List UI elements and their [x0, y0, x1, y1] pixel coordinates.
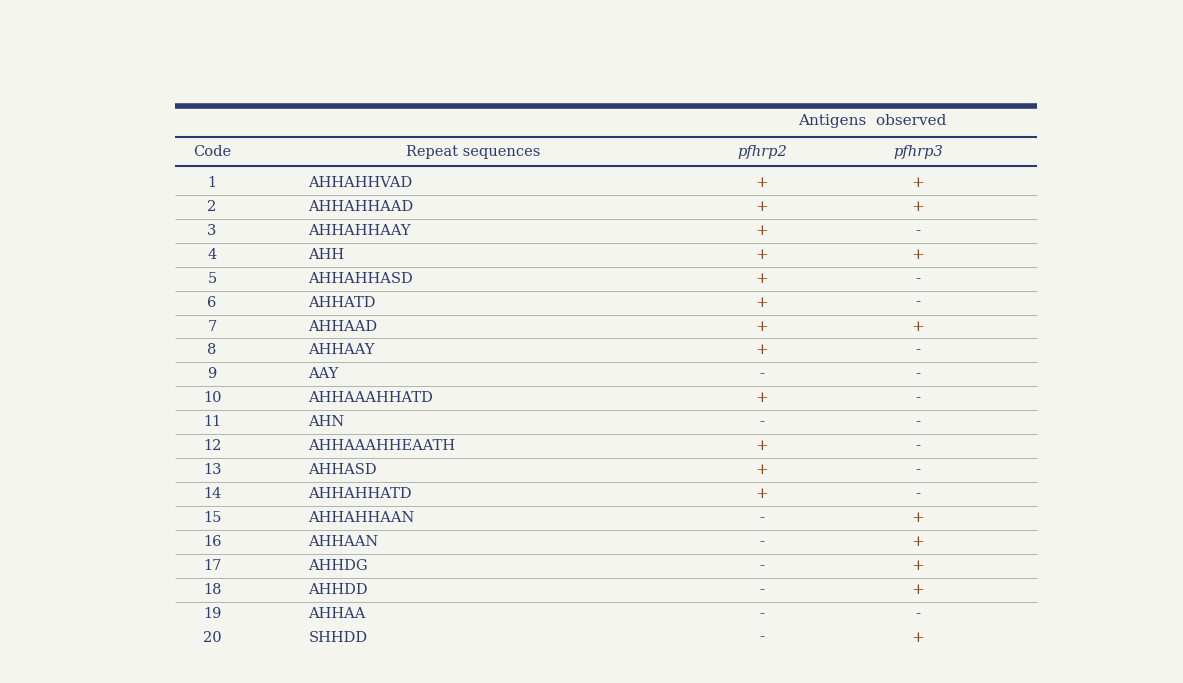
Text: +: + [756, 391, 769, 405]
Text: 3: 3 [207, 224, 216, 238]
Text: AHHAAAHHEAATH: AHHAAAHHEAATH [309, 439, 455, 453]
Text: +: + [756, 463, 769, 477]
Text: 10: 10 [202, 391, 221, 405]
Text: pfhrp2: pfhrp2 [737, 145, 787, 158]
Text: +: + [912, 320, 924, 333]
Text: AHHDD: AHHDD [309, 583, 368, 597]
Text: -: - [916, 367, 920, 381]
Text: 11: 11 [203, 415, 221, 429]
Text: +: + [756, 200, 769, 214]
Text: AHHAHHAAY: AHHAHHAAY [309, 224, 411, 238]
Text: 1: 1 [207, 176, 216, 190]
Text: Repeat sequences: Repeat sequences [406, 145, 541, 158]
Text: AHHAAY: AHHAAY [309, 344, 375, 357]
Text: AHHAHHVAD: AHHAHHVAD [309, 176, 413, 190]
Text: Antigens  observed: Antigens observed [799, 115, 946, 128]
Text: AHHAHHAAN: AHHAHHAAN [309, 511, 415, 525]
Text: AHHASD: AHHASD [309, 463, 377, 477]
Text: 6: 6 [207, 296, 216, 309]
Text: +: + [756, 487, 769, 501]
Text: AHHAAAHHATD: AHHAAAHHATD [309, 391, 433, 405]
Text: 7: 7 [207, 320, 216, 333]
Text: pfhrp3: pfhrp3 [893, 145, 943, 158]
Text: +: + [756, 272, 769, 285]
Text: 2: 2 [207, 200, 216, 214]
Text: SHHDD: SHHDD [309, 630, 368, 645]
Text: +: + [912, 583, 924, 597]
Text: -: - [916, 344, 920, 357]
Text: +: + [912, 630, 924, 645]
Text: +: + [756, 439, 769, 453]
Text: +: + [756, 320, 769, 333]
Text: -: - [916, 296, 920, 309]
Text: 16: 16 [202, 535, 221, 549]
Text: +: + [912, 248, 924, 262]
Text: -: - [916, 224, 920, 238]
Text: +: + [912, 176, 924, 190]
Text: 9: 9 [207, 367, 216, 381]
Text: +: + [756, 176, 769, 190]
Text: -: - [916, 487, 920, 501]
Text: -: - [759, 415, 764, 429]
Text: +: + [756, 344, 769, 357]
Text: AHH: AHH [309, 248, 344, 262]
Text: -: - [759, 607, 764, 621]
Text: 12: 12 [202, 439, 221, 453]
Text: +: + [912, 511, 924, 525]
Text: 14: 14 [202, 487, 221, 501]
Text: -: - [916, 391, 920, 405]
Text: AHHAA: AHHAA [309, 607, 366, 621]
Text: AHN: AHN [309, 415, 344, 429]
Text: -: - [759, 511, 764, 525]
Text: +: + [756, 296, 769, 309]
Text: 17: 17 [202, 559, 221, 573]
Text: AHHAHHASD: AHHAHHASD [309, 272, 413, 285]
Text: 8: 8 [207, 344, 216, 357]
Text: 19: 19 [202, 607, 221, 621]
Text: AHHDG: AHHDG [309, 559, 368, 573]
Text: Code: Code [193, 145, 231, 158]
Text: AHHAHHAAD: AHHAHHAAD [309, 200, 414, 214]
Text: +: + [912, 559, 924, 573]
Text: +: + [756, 224, 769, 238]
Text: -: - [759, 583, 764, 597]
Text: 20: 20 [202, 630, 221, 645]
Text: +: + [756, 248, 769, 262]
Text: -: - [916, 607, 920, 621]
Text: -: - [759, 559, 764, 573]
Text: -: - [759, 535, 764, 549]
Text: -: - [916, 415, 920, 429]
Text: +: + [912, 535, 924, 549]
Text: -: - [759, 630, 764, 645]
Text: AAY: AAY [309, 367, 338, 381]
Text: AHHAAN: AHHAAN [309, 535, 379, 549]
Text: -: - [916, 272, 920, 285]
Text: 5: 5 [207, 272, 216, 285]
Text: +: + [912, 200, 924, 214]
Text: AHHATD: AHHATD [309, 296, 376, 309]
Text: -: - [759, 367, 764, 381]
Text: 13: 13 [202, 463, 221, 477]
Text: AHHAHHATD: AHHAHHATD [309, 487, 412, 501]
Text: -: - [916, 439, 920, 453]
Text: 15: 15 [202, 511, 221, 525]
Text: 4: 4 [207, 248, 216, 262]
Text: 18: 18 [202, 583, 221, 597]
Text: AHHAAD: AHHAAD [309, 320, 377, 333]
Text: -: - [916, 463, 920, 477]
